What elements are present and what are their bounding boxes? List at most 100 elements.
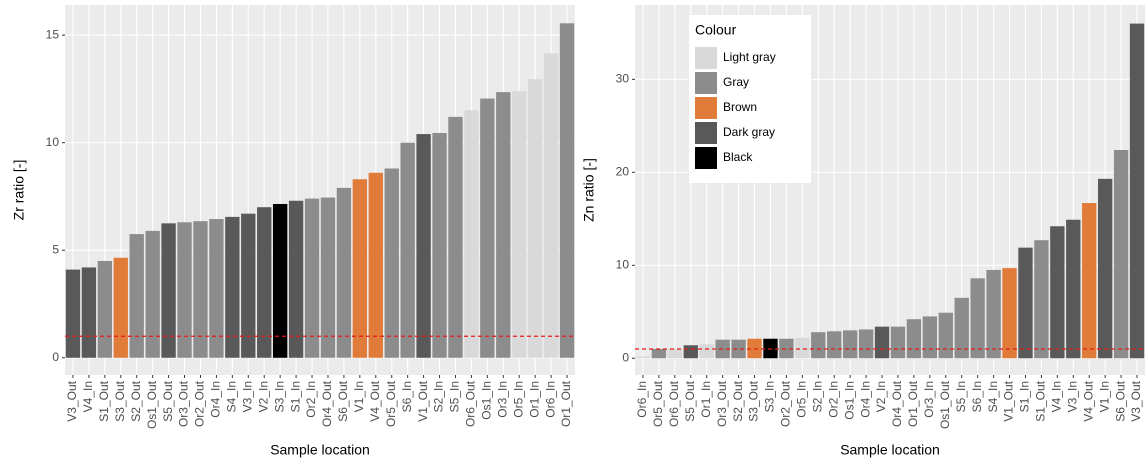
x-tick-label: Or4_In (858, 381, 872, 418)
bar (512, 91, 527, 358)
bar (906, 319, 922, 359)
y-axis-title: Zn ratio [-] (581, 158, 597, 222)
bar (432, 132, 447, 358)
bar (304, 198, 320, 358)
bar (320, 197, 336, 358)
x-tick-label: Or5_In (795, 381, 809, 418)
legend-key (695, 72, 717, 94)
x-tick-label: S2_In (432, 381, 446, 412)
bar (683, 345, 698, 359)
x-tick-label: Or2_In (304, 381, 318, 418)
bar (635, 356, 651, 359)
bar (827, 331, 842, 359)
legend-label: Dark gray (723, 125, 775, 139)
x-tick-label: V3_Out (1129, 380, 1143, 421)
x-tick-label: V2_In (256, 381, 270, 412)
x-tick-label: V1_Out (416, 380, 430, 421)
x-tick-label: V4_Out (368, 380, 382, 421)
x-tick-label: S3_In (763, 381, 777, 412)
bar (731, 339, 746, 359)
bar (209, 219, 224, 358)
bar (161, 223, 176, 358)
bar (954, 297, 969, 359)
x-tick-label: Or3_In (495, 381, 509, 418)
x-tick-label: S3_Out (113, 380, 127, 421)
y-tick-label: 10 (46, 135, 60, 149)
x-tick-label: S5_Out (161, 380, 175, 421)
x-tick-label: Or4_Out (320, 380, 334, 427)
x-tick-label: S6_In (400, 381, 414, 412)
bar (113, 257, 128, 358)
x-tick-label: Or5_Out (651, 380, 665, 427)
x-tick-label: V3_In (1065, 381, 1079, 412)
x-tick-label: S6_In (970, 381, 984, 412)
x-tick-label: V2_In (874, 381, 888, 412)
x-tick-label: Or1_Out (906, 380, 920, 427)
bar (448, 116, 463, 358)
bar (145, 230, 160, 358)
x-tick-label: S3_Out (747, 380, 761, 421)
x-tick-label: V1_In (352, 381, 366, 412)
x-tick-label: S5_In (954, 381, 968, 412)
bar (1097, 178, 1113, 359)
x-tick-label: S1_Out (97, 380, 111, 421)
bar (922, 316, 938, 359)
x-tick-label: Os1_In (480, 381, 494, 420)
bar (241, 213, 256, 358)
y-tick-label: 15 (46, 27, 60, 41)
x-tick-label: S6_Out (1113, 380, 1127, 421)
bar (874, 326, 890, 359)
bar (464, 110, 479, 358)
bar (890, 326, 906, 359)
bar (257, 207, 272, 358)
bar (1066, 219, 1081, 359)
x-tick-label: Os1_In (842, 381, 856, 420)
x-tick-label: S4_In (225, 381, 239, 412)
x-tick-label: Or5_Out (384, 380, 398, 427)
bar (416, 134, 431, 358)
legend-key (695, 147, 717, 169)
x-tick-label: Or2_In (826, 381, 840, 418)
x-tick-label: Or1_In (527, 381, 541, 418)
bar (193, 221, 208, 358)
bar (1002, 268, 1017, 359)
legend-key (695, 122, 717, 144)
y-tick-label: 20 (616, 165, 630, 179)
bar (288, 200, 304, 358)
x-tick-label: S1_Out (1034, 380, 1048, 421)
bar (384, 168, 399, 358)
bar (667, 348, 683, 359)
x-tick-label: S5_In (448, 381, 462, 412)
x-tick-label: V1_In (1097, 381, 1111, 412)
bar (699, 344, 714, 359)
bar (1113, 150, 1129, 359)
bar (858, 329, 874, 359)
bar (352, 179, 368, 358)
x-tick-label: S2_Out (731, 380, 745, 421)
bar (496, 92, 511, 358)
bar (779, 338, 794, 359)
bar (97, 260, 113, 358)
x-tick-label: Or3_In (922, 381, 936, 418)
bar (811, 332, 826, 359)
y-tick-label: 10 (616, 257, 630, 271)
x-tick-label: V1_Out (1002, 380, 1016, 421)
x-tick-label: S6_Out (336, 380, 350, 421)
bar (177, 222, 192, 358)
x-tick-label: V4_In (1050, 381, 1064, 412)
legend-label: Brown (723, 100, 757, 114)
legend-label: Light gray (723, 50, 776, 64)
y-tick-label: 0 (52, 350, 59, 364)
bar (1018, 247, 1033, 359)
x-tick-label: S5_Out (683, 380, 697, 421)
bar (527, 79, 543, 358)
x-tick-label: S4_In (986, 381, 1000, 412)
bar (225, 216, 240, 358)
y-tick-label: 30 (616, 72, 630, 86)
legend-key (695, 97, 717, 119)
bar (651, 348, 667, 359)
bar (986, 269, 1001, 359)
bar (272, 203, 288, 358)
x-tick-label: V4_Out (1081, 380, 1095, 421)
